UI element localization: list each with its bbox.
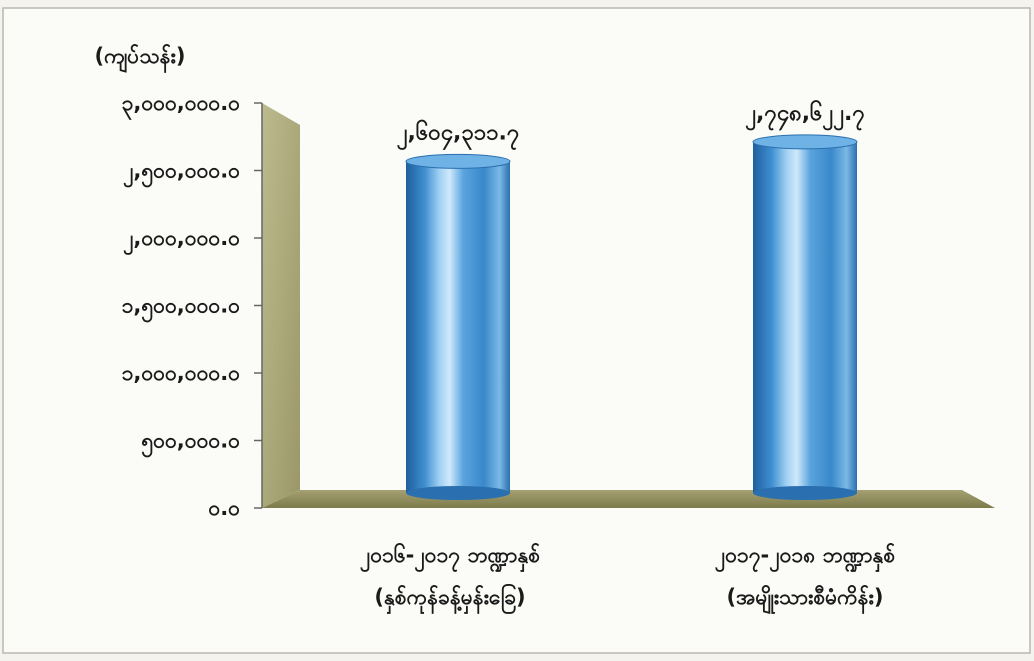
bar-1: ၂,၆၀၄,၃၁၁.၇ <box>397 118 520 500</box>
chart-floor <box>262 490 995 508</box>
bar-body <box>406 161 510 494</box>
bar-top <box>752 134 858 150</box>
bars-group: ၂,၆၀၄,၃၁၁.၇ ၂,၇၄၈,၆၂၂.၇ <box>397 99 865 500</box>
bar-base <box>753 486 857 500</box>
y-tick-label: ၀.၀ <box>208 496 240 520</box>
bar-value-label: ၂,၆၀၄,၃၁၁.၇ <box>397 118 520 150</box>
bar-top <box>405 153 511 169</box>
bar-2: ၂,၇၄၈,၆၂၂.၇ <box>745 99 865 500</box>
bar-body <box>753 141 857 494</box>
y-tick-label: ၁,၀၀၀,၀၀၀.၀ <box>122 361 241 385</box>
chart-side-wall <box>262 103 300 508</box>
bar-value-label: ၂,၇၄၈,၆၂၂.၇ <box>745 99 865 131</box>
bar-base <box>406 486 510 500</box>
chart-border <box>2 7 1031 654</box>
